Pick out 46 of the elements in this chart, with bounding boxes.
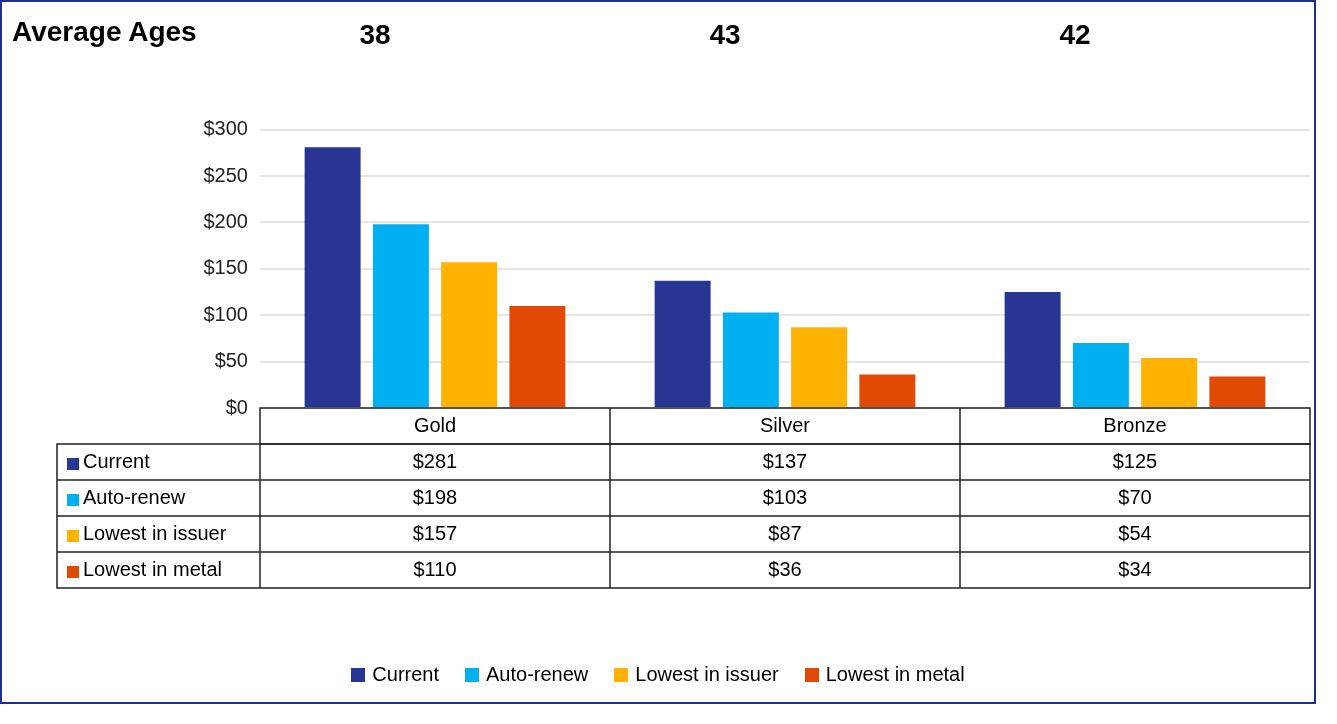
- bar: [1004, 292, 1061, 407]
- text: 38: [359, 18, 391, 50]
- bar: [509, 305, 566, 407]
- text: Current: [372, 663, 440, 685]
- bar: [654, 280, 711, 407]
- bar: [791, 327, 848, 407]
- text: 42: [1059, 18, 1091, 50]
- data-label: $36: [768, 557, 802, 580]
- x-tick-label: Silver: [759, 413, 811, 436]
- data-label: $198: [412, 485, 458, 508]
- bar: [1141, 357, 1198, 407]
- y-tick-label: $0: [225, 395, 248, 418]
- x-tick-label: Bronze: [1103, 413, 1167, 436]
- chart-title: Average Ages: [12, 15, 197, 47]
- text: Lowest in metal: [83, 557, 222, 580]
- data-label: $281: [412, 449, 458, 472]
- data-label: $34: [1118, 557, 1152, 580]
- x-tick-label: Gold: [413, 413, 457, 436]
- data-label: $103: [762, 485, 808, 508]
- data-label: $137: [762, 449, 808, 472]
- bar: [859, 374, 916, 407]
- text: Auto-renew: [486, 663, 589, 685]
- legend-label: Current: [83, 449, 151, 472]
- bar: [441, 262, 498, 407]
- y-tick-label: $50: [214, 349, 248, 372]
- data-label: $110: [413, 557, 457, 580]
- bar: [722, 312, 779, 407]
- text: Lowest in issuer: [635, 663, 779, 685]
- text: 43: [709, 18, 741, 50]
- bar: [304, 147, 361, 407]
- legend-label: Lowest in issuer: [83, 521, 227, 544]
- legend-label: Lowest in metal: [825, 663, 965, 686]
- y-tick-label: $100: [203, 302, 248, 325]
- y-tick-label: $150: [203, 256, 248, 279]
- y-tick-label: $250: [203, 163, 248, 186]
- data-label: $87: [768, 521, 802, 544]
- bar: [1209, 376, 1266, 407]
- data-label: $125: [1112, 449, 1158, 472]
- data-label: $54: [1118, 521, 1152, 544]
- y-tick-label: $300: [203, 117, 248, 140]
- bar: [372, 224, 429, 407]
- data-label: $70: [1118, 485, 1152, 508]
- data-label: $157: [412, 521, 458, 544]
- legend-label: Auto-renew: [83, 485, 186, 508]
- bar: [1072, 343, 1129, 407]
- y-tick-label: $200: [203, 209, 248, 232]
